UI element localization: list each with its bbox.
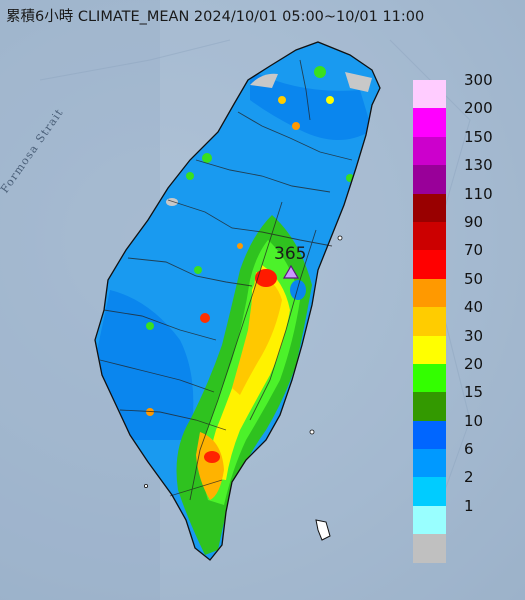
shower-spot: [194, 266, 202, 274]
shower-spot: [200, 313, 210, 323]
max-rainfall-triangle-icon: [283, 265, 299, 279]
legend-row: 200: [413, 99, 499, 137]
legend-label: 50: [464, 269, 484, 288]
legend-swatch: [413, 534, 446, 563]
legend-label: 2: [464, 468, 474, 487]
legend-label: 40: [464, 298, 484, 317]
legend-row: 150: [413, 128, 499, 166]
legend-label: 130: [464, 156, 493, 175]
rain-area-50mm: [232, 272, 282, 395]
rain-area-10mm: [95, 290, 194, 440]
map-title: 累積6小時 CLIMATE_MEAN 2024/10/01 05:00~10/0…: [6, 9, 425, 25]
legend-row: 130: [413, 156, 499, 194]
legend-row: 10: [413, 412, 499, 450]
legend-label: 110: [464, 184, 493, 203]
islet: [143, 483, 148, 488]
legend-row: 1: [413, 497, 499, 535]
legend-label: 30: [464, 326, 484, 345]
legend-row: 30: [413, 327, 499, 364]
legend-swatch: [413, 335, 446, 364]
shower-spot: [186, 172, 194, 180]
legend-swatch: [413, 165, 446, 194]
legend-swatch: [413, 136, 446, 166]
shower-spot: [202, 153, 212, 163]
islet: [309, 429, 315, 435]
legend-swatch: [413, 108, 446, 137]
no-rain-patch: [345, 72, 372, 92]
legend-swatch: [413, 278, 446, 308]
shower-spot: [292, 122, 300, 130]
county-borders: [99, 59, 353, 501]
legend-swatch: [413, 193, 446, 222]
legend-swatch: [413, 250, 446, 279]
legend-swatch: [413, 307, 446, 336]
legend-row: 20: [413, 355, 499, 393]
shower-spot: [314, 66, 326, 78]
legend-row: 300: [413, 71, 499, 109]
legend-label: 20: [464, 354, 484, 373]
sea-contour-line: [39, 39, 231, 81]
legend-label: 6: [464, 440, 474, 459]
legend-row: 40: [413, 298, 499, 336]
no-rain-patch: [250, 73, 278, 88]
shower-spot: [237, 243, 243, 249]
shower-spot: [146, 322, 154, 330]
max-rainfall-value: 365: [274, 244, 307, 264]
legend: 300 200 150 130 110 90 70 50 40 30 20 15 10 6 2 1: [413, 71, 499, 563]
shower-spot: [326, 96, 334, 104]
legend-label: 200: [464, 99, 493, 118]
legend-swatch: [413, 505, 446, 535]
islet: [337, 235, 343, 241]
no-rain-patch: [166, 198, 178, 206]
legend-row: 2: [413, 468, 499, 506]
legend-label: 150: [464, 127, 493, 146]
islet: [315, 519, 331, 541]
legend-label: 10: [464, 411, 484, 430]
legend-label: 70: [464, 241, 484, 260]
legend-row: 90: [413, 213, 499, 251]
legend-label: 15: [464, 383, 484, 402]
taiwan-coastline: [94, 41, 381, 561]
legend-swatch: [413, 363, 446, 393]
legend-row: 70: [413, 241, 499, 279]
shower-spot: [278, 96, 286, 104]
legend-swatch: [413, 221, 446, 251]
legend-row: 15: [413, 383, 499, 421]
legend-row: 110: [413, 185, 499, 222]
legend-row: [413, 534, 499, 563]
legend-swatch: [413, 80, 446, 109]
rain-core-70mm-south: [204, 451, 220, 463]
legend-label: 300: [464, 71, 493, 89]
legend-row: 50: [413, 270, 499, 308]
legend-swatch: [413, 420, 446, 450]
rain-area-eastern: [290, 280, 306, 300]
legend-swatch: [413, 477, 446, 506]
legend-label: 90: [464, 212, 484, 231]
legend-label: 1: [464, 496, 474, 515]
legend-row: 6: [413, 440, 499, 478]
rain-core-70mm: [255, 269, 277, 287]
shower-spot: [146, 408, 154, 416]
legend-swatch: [413, 449, 446, 478]
rain-area-10mm: [250, 70, 372, 140]
legend-swatch: [413, 392, 446, 421]
rain-area-50mm-south: [196, 432, 224, 500]
